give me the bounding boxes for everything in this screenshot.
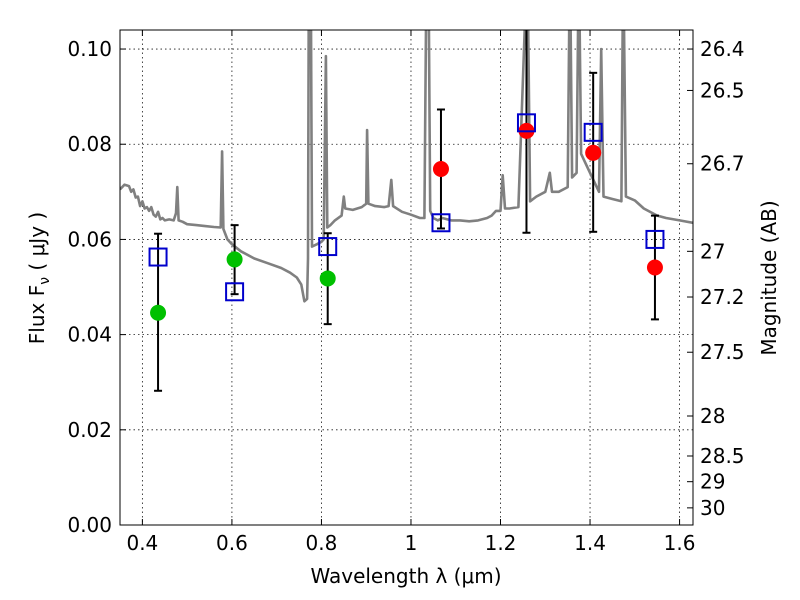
spectrum-line — [120, 30, 693, 303]
y2-tick-label: 30 — [700, 496, 725, 520]
y-tick-label: 0.00 — [67, 513, 112, 537]
y-axis-title-unit: ( μJy ) — [25, 212, 49, 277]
x-tick-label: 0.4 — [126, 531, 158, 555]
y-tick-label: 0.10 — [67, 37, 112, 61]
model-point — [431, 213, 451, 233]
x-tick-label: 1 — [405, 531, 418, 555]
data-point — [585, 144, 602, 161]
data-point — [432, 160, 449, 177]
data-point — [646, 259, 663, 276]
axes: 0.4 0.6 0.8 1 1.2 1.4 1.6 0.00 0.02 0.04 0.06 0.08 0… — [67, 30, 745, 555]
y-axis-title-main: Flux F — [25, 285, 49, 344]
y-tick-label: 0.04 — [67, 323, 112, 347]
grid — [120, 30, 693, 526]
y2-tick-label: 27 — [700, 239, 725, 263]
plot-frame — [119, 29, 694, 526]
data-point — [150, 304, 167, 321]
data-point — [319, 270, 336, 287]
y-tick-label: 0.08 — [67, 132, 112, 156]
y2-tick-label: 29 — [700, 470, 725, 494]
model-point — [645, 229, 665, 249]
y2-axis-title: Magnitude (AB) — [757, 200, 781, 355]
y-axis-title-subscript: ν — [37, 277, 53, 285]
model-point — [516, 113, 536, 133]
y2-tick-label: 28.5 — [700, 444, 745, 468]
y2-tick-label: 26.4 — [700, 37, 745, 61]
y-tick-label: 0.02 — [67, 418, 112, 442]
y2-tick-label: 27.5 — [700, 340, 745, 364]
x-tick-label: 0.6 — [216, 531, 248, 555]
y2-tick-label: 26.7 — [700, 152, 745, 176]
x-axis-title: Wavelength λ (μm) — [310, 564, 501, 588]
y2-tick-label: 27.2 — [700, 285, 745, 309]
y-axis-title: Flux Fν ( μJy ) — [25, 212, 53, 344]
x-tick-label: 1.4 — [574, 531, 606, 555]
x-tick-label: 0.8 — [306, 531, 338, 555]
data-point — [226, 251, 243, 268]
model-point — [318, 237, 338, 257]
y2-tick-label: 26.5 — [700, 78, 745, 102]
plot-area — [120, 30, 693, 392]
model-point — [148, 247, 168, 267]
x-tick-label: 1.6 — [664, 531, 696, 555]
model-point — [583, 122, 603, 142]
x-tick-label: 1.2 — [485, 531, 517, 555]
y-tick-label: 0.06 — [67, 227, 112, 251]
model-point — [225, 282, 245, 302]
y2-tick-label: 28 — [700, 404, 725, 428]
